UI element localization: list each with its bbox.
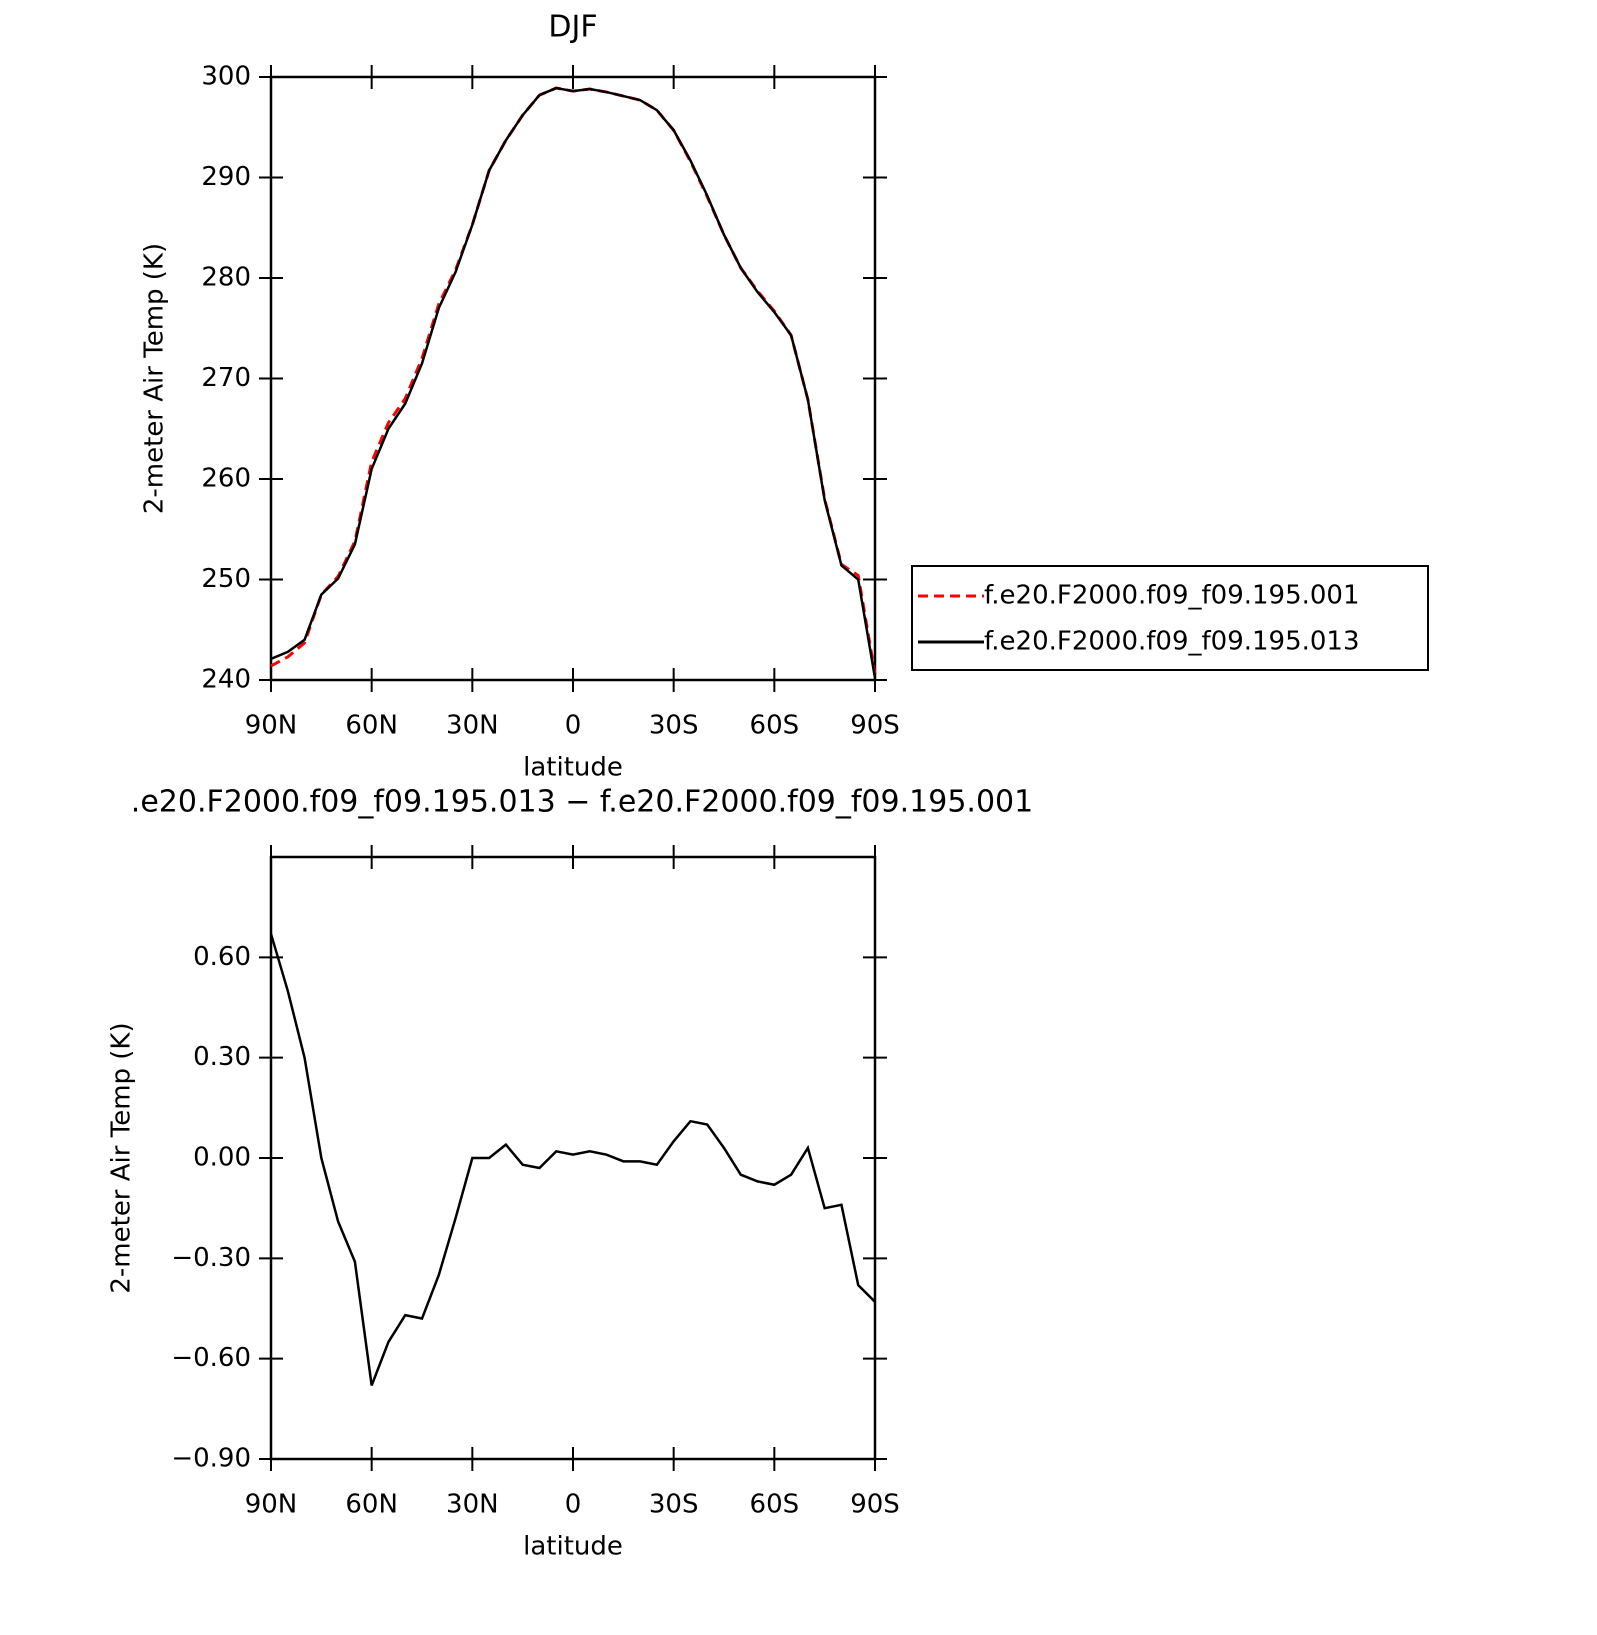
x-tick-label: 30N: [446, 711, 499, 741]
data-line: [270, 86, 877, 679]
y-axis-label: 2-meter Air Temp (K): [140, 243, 170, 514]
y-tick-label: 290: [201, 162, 251, 192]
y-tick-label: −0.90: [171, 1444, 251, 1474]
x-tick-label: 60N: [345, 1490, 398, 1520]
y-tick-label: 0.00: [193, 1143, 251, 1173]
y-tick-label: −0.30: [171, 1243, 251, 1273]
y-tick-label: 260: [201, 464, 251, 494]
y-tick-label: 0.30: [193, 1042, 251, 1072]
x-tick-label: 90N: [245, 1490, 298, 1520]
x-tick-label: 30N: [446, 1490, 499, 1520]
x-tick-label: 60S: [750, 711, 800, 741]
x-tick-label: 90S: [850, 711, 900, 741]
x-tick-label: 60N: [345, 711, 398, 741]
legend-label: f.e20.F2000.f09_f09.195.013: [984, 627, 1360, 657]
y-tick-label: 240: [201, 665, 251, 695]
data-line: [269, 933, 876, 1386]
y-tick-label: −0.60: [171, 1343, 251, 1373]
x-tick-label: 90S: [850, 1490, 900, 1520]
plot-frame: [269, 75, 877, 682]
y-tick-label: 250: [201, 564, 251, 594]
legend-label: f.e20.F2000.f09_f09.195.001: [984, 581, 1360, 611]
x-tick-label: 0: [565, 711, 582, 741]
y-tick-label: 0.60: [193, 942, 251, 972]
x-axis-label: latitude: [523, 1532, 623, 1562]
y-tick-label: 270: [201, 363, 251, 393]
data-line: [270, 86, 877, 675]
y-tick-label: 280: [201, 263, 251, 293]
y-tick-label: 300: [201, 62, 251, 92]
x-tick-label: 30S: [649, 1490, 699, 1520]
x-tick-label: 90N: [245, 711, 298, 741]
y-axis-label: 2-meter Air Temp (K): [107, 1022, 137, 1293]
x-tick-label: 60S: [750, 1490, 800, 1520]
plot-frame: [269, 855, 877, 1461]
chart-title: DJF: [548, 10, 597, 45]
x-tick-label: 30S: [649, 711, 699, 741]
legend-box: [911, 565, 1429, 671]
x-axis-label: latitude: [523, 753, 623, 783]
x-tick-label: 0: [565, 1490, 582, 1520]
chart-title: .e20.F2000.f09_f09.195.013 − f.e20.F2000…: [131, 785, 1033, 820]
